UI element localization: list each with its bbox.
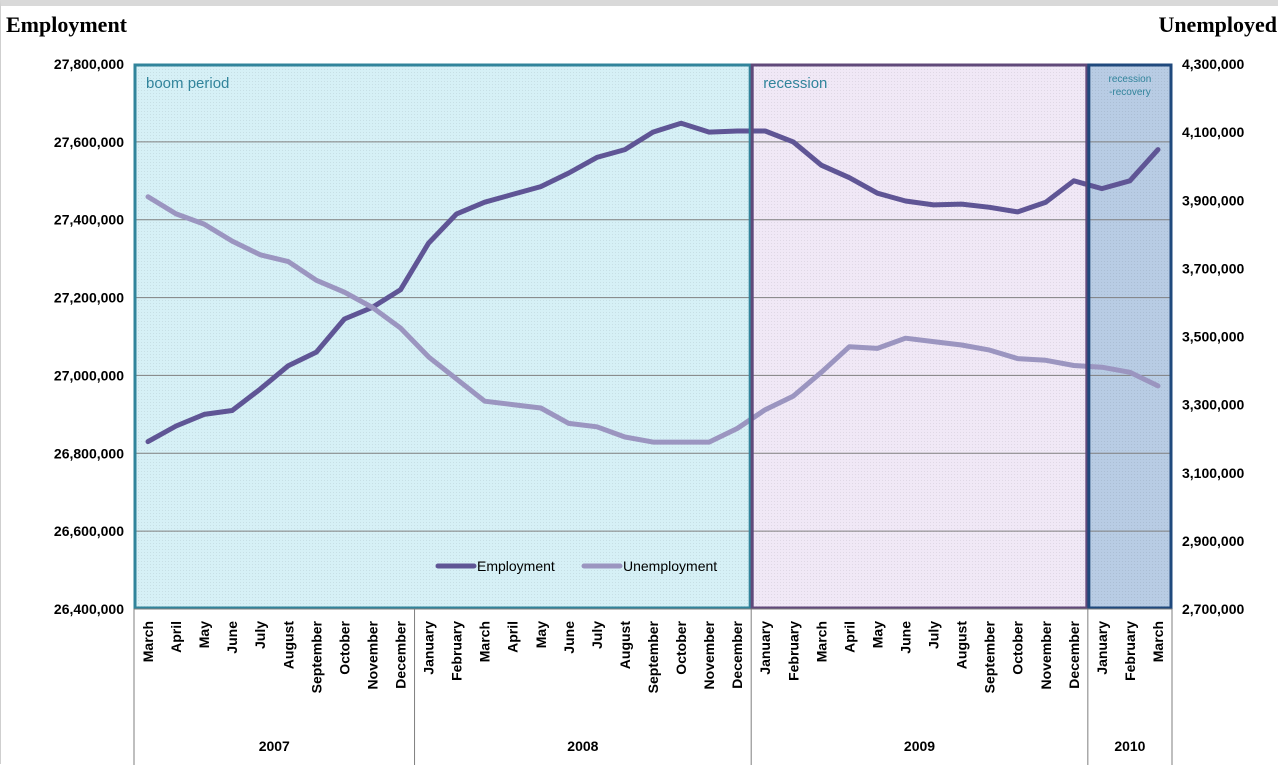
right-tick-label: 2,900,000 (1182, 533, 1244, 549)
month-label: March (140, 621, 156, 662)
month-label: September (645, 620, 661, 693)
left-tick-label: 27,600,000 (54, 134, 124, 150)
right-tick-label: 3,100,000 (1182, 465, 1244, 481)
right-tick-label: 3,700,000 (1182, 260, 1244, 276)
month-label: August (280, 621, 296, 670)
month-label: November (365, 620, 381, 689)
month-label: January (757, 621, 773, 675)
month-label: December (729, 620, 745, 688)
right-tick-label: 3,300,000 (1182, 397, 1244, 413)
month-label: May (196, 621, 212, 648)
month-label: December (1066, 620, 1082, 688)
unemployment-line (145, 194, 1161, 445)
region-texture (134, 64, 752, 609)
month-label: February (449, 621, 465, 681)
left-tick-label: 26,600,000 (54, 523, 124, 539)
month-label: June (224, 621, 240, 654)
region-border (1087, 63, 1173, 610)
month-label: April (841, 621, 857, 653)
left-tick-label: 27,000,000 (54, 367, 124, 383)
region-border (750, 63, 1089, 610)
left-axis-title: Employment (6, 12, 127, 37)
month-label: March (813, 621, 829, 662)
month-label: April (168, 621, 184, 653)
month-label: July (926, 621, 942, 649)
month-label: January (1094, 621, 1110, 675)
month-label: January (421, 621, 437, 675)
employment-line (145, 120, 1161, 445)
month-label: February (1122, 621, 1138, 681)
left-tick-label: 26,400,000 (54, 601, 124, 617)
month-label: December (393, 620, 409, 688)
month-label: March (1150, 621, 1166, 662)
month-label: September (308, 620, 324, 693)
year-label: 2007 (259, 738, 290, 754)
month-label: August (954, 621, 970, 670)
month-label: October (1010, 620, 1026, 674)
month-label: June (898, 621, 914, 654)
right-tick-label: 4,300,000 (1182, 56, 1244, 72)
left-tick-label: 26,800,000 (54, 445, 124, 461)
month-label: November (701, 620, 717, 689)
month-label: February (785, 621, 801, 681)
left-tick-label: 27,800,000 (54, 56, 124, 72)
region-border (133, 63, 752, 610)
region-label: -recovery (1109, 87, 1151, 98)
month-label: September (982, 620, 998, 693)
left-tick-label: 27,200,000 (54, 290, 124, 306)
right-tick-label: 3,500,000 (1182, 329, 1244, 345)
right-tick-label: 3,900,000 (1182, 192, 1244, 208)
month-label: August (617, 621, 633, 670)
legend-label: Unemployment (623, 558, 717, 574)
month-label: April (505, 621, 521, 653)
region-label: boom period (146, 75, 229, 92)
year-label: 2010 (1114, 738, 1145, 754)
legend-label: Employment (477, 558, 555, 574)
month-label: October (336, 620, 352, 674)
year-label: 2008 (567, 738, 598, 754)
month-label: October (673, 620, 689, 674)
right-axis-title: Unemployed (1158, 12, 1277, 37)
month-label: November (1038, 620, 1054, 689)
right-tick-label: 4,100,000 (1182, 124, 1244, 140)
right-tick-label: 2,700,000 (1182, 601, 1244, 617)
region-label: recession (1109, 74, 1152, 85)
month-label: July (589, 621, 605, 649)
month-label: June (561, 621, 577, 654)
month-label: May (869, 621, 885, 648)
left-tick-label: 27,400,000 (54, 212, 124, 228)
month-label: July (252, 621, 268, 649)
region-label: recession (763, 75, 827, 92)
month-label: March (477, 621, 493, 662)
region-texture (1087, 64, 1172, 609)
month-label: May (533, 621, 549, 648)
year-label: 2009 (904, 738, 935, 754)
